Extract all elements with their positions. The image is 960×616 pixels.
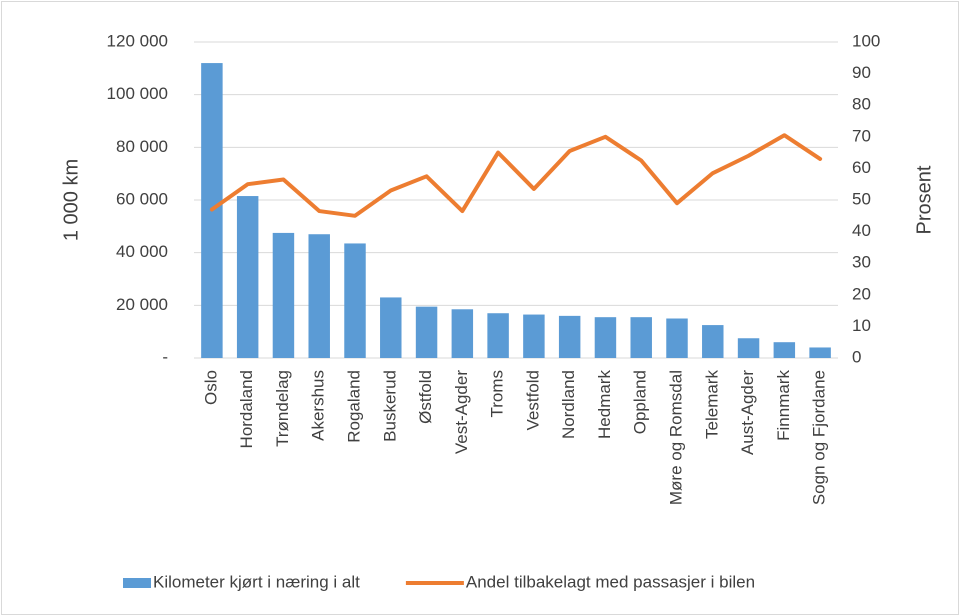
bar xyxy=(344,243,366,358)
x-tick-label: Nordland xyxy=(559,370,578,439)
x-tick-label: Akershus xyxy=(309,370,328,441)
legend-swatch xyxy=(123,578,151,588)
bar xyxy=(558,315,581,358)
y2-tick-label: 90 xyxy=(852,63,871,82)
y2-axis-title: Prosent xyxy=(913,165,935,234)
y2-tick-label: 70 xyxy=(852,126,871,145)
y2-tick-label: 40 xyxy=(852,221,871,240)
bar xyxy=(666,318,688,358)
x-tick-label: Oslo xyxy=(201,370,220,405)
x-tick-label: Finnmark xyxy=(774,370,793,441)
y-tick-label: 40 000 xyxy=(116,242,168,261)
x-tick-label: Møre og Romsdal xyxy=(666,370,685,505)
bar xyxy=(451,309,474,358)
bar xyxy=(630,317,652,358)
x-tick-label: Rogaland xyxy=(344,370,363,443)
bar xyxy=(308,234,330,358)
bar xyxy=(380,297,402,358)
x-tick-label: Vest-Agder xyxy=(452,370,471,454)
x-tick-label: Troms xyxy=(488,370,507,418)
bar xyxy=(594,317,617,358)
legend-label: Andel tilbakelagt med passasjer i bilen xyxy=(466,572,755,591)
bar xyxy=(809,347,831,358)
x-tick-label: Hedmark xyxy=(595,370,614,439)
x-tick-label: Sogn og Fjordane xyxy=(810,370,829,505)
y-tick-label: 80 000 xyxy=(116,137,168,156)
x-tick-label: Østfold xyxy=(416,370,435,424)
y-tick-label: 120 000 xyxy=(107,31,168,50)
bar xyxy=(523,314,545,358)
bar xyxy=(236,196,259,358)
bar xyxy=(415,306,438,358)
y-tick-label: - xyxy=(162,347,168,366)
line xyxy=(209,133,823,218)
y2-tick-label: 30 xyxy=(852,253,871,272)
y-tick-label: 100 000 xyxy=(107,84,168,103)
y-tick-label: 20 000 xyxy=(116,295,168,314)
bar xyxy=(737,338,760,358)
bar xyxy=(487,313,509,358)
x-tick-label: Aust-Agder xyxy=(738,370,757,455)
y2-tick-label: 20 xyxy=(852,284,871,303)
bar xyxy=(773,342,796,358)
legend-label: Kilometer kjørt i næring i alt xyxy=(153,572,360,591)
y-tick-label: 60 000 xyxy=(116,189,168,208)
bar xyxy=(272,232,295,358)
x-tick-label: Oppland xyxy=(631,370,650,434)
x-tick-label: Buskerud xyxy=(380,370,399,442)
y2-tick-label: 100 xyxy=(852,31,880,50)
y2-tick-label: 60 xyxy=(852,158,871,177)
x-tick-label: Vestfold xyxy=(523,370,542,431)
x-tick-label: Telemark xyxy=(702,370,721,439)
y-axis-title: 1 000 km xyxy=(60,159,82,241)
y2-tick-label: 10 xyxy=(852,316,871,335)
y2-tick-label: 0 xyxy=(852,347,861,366)
y2-tick-label: 80 xyxy=(852,95,871,114)
x-tick-label: Trøndelag xyxy=(273,370,292,447)
x-tick-label: Hordaland xyxy=(237,370,256,448)
bar xyxy=(702,325,724,358)
y2-tick-label: 50 xyxy=(852,189,871,208)
